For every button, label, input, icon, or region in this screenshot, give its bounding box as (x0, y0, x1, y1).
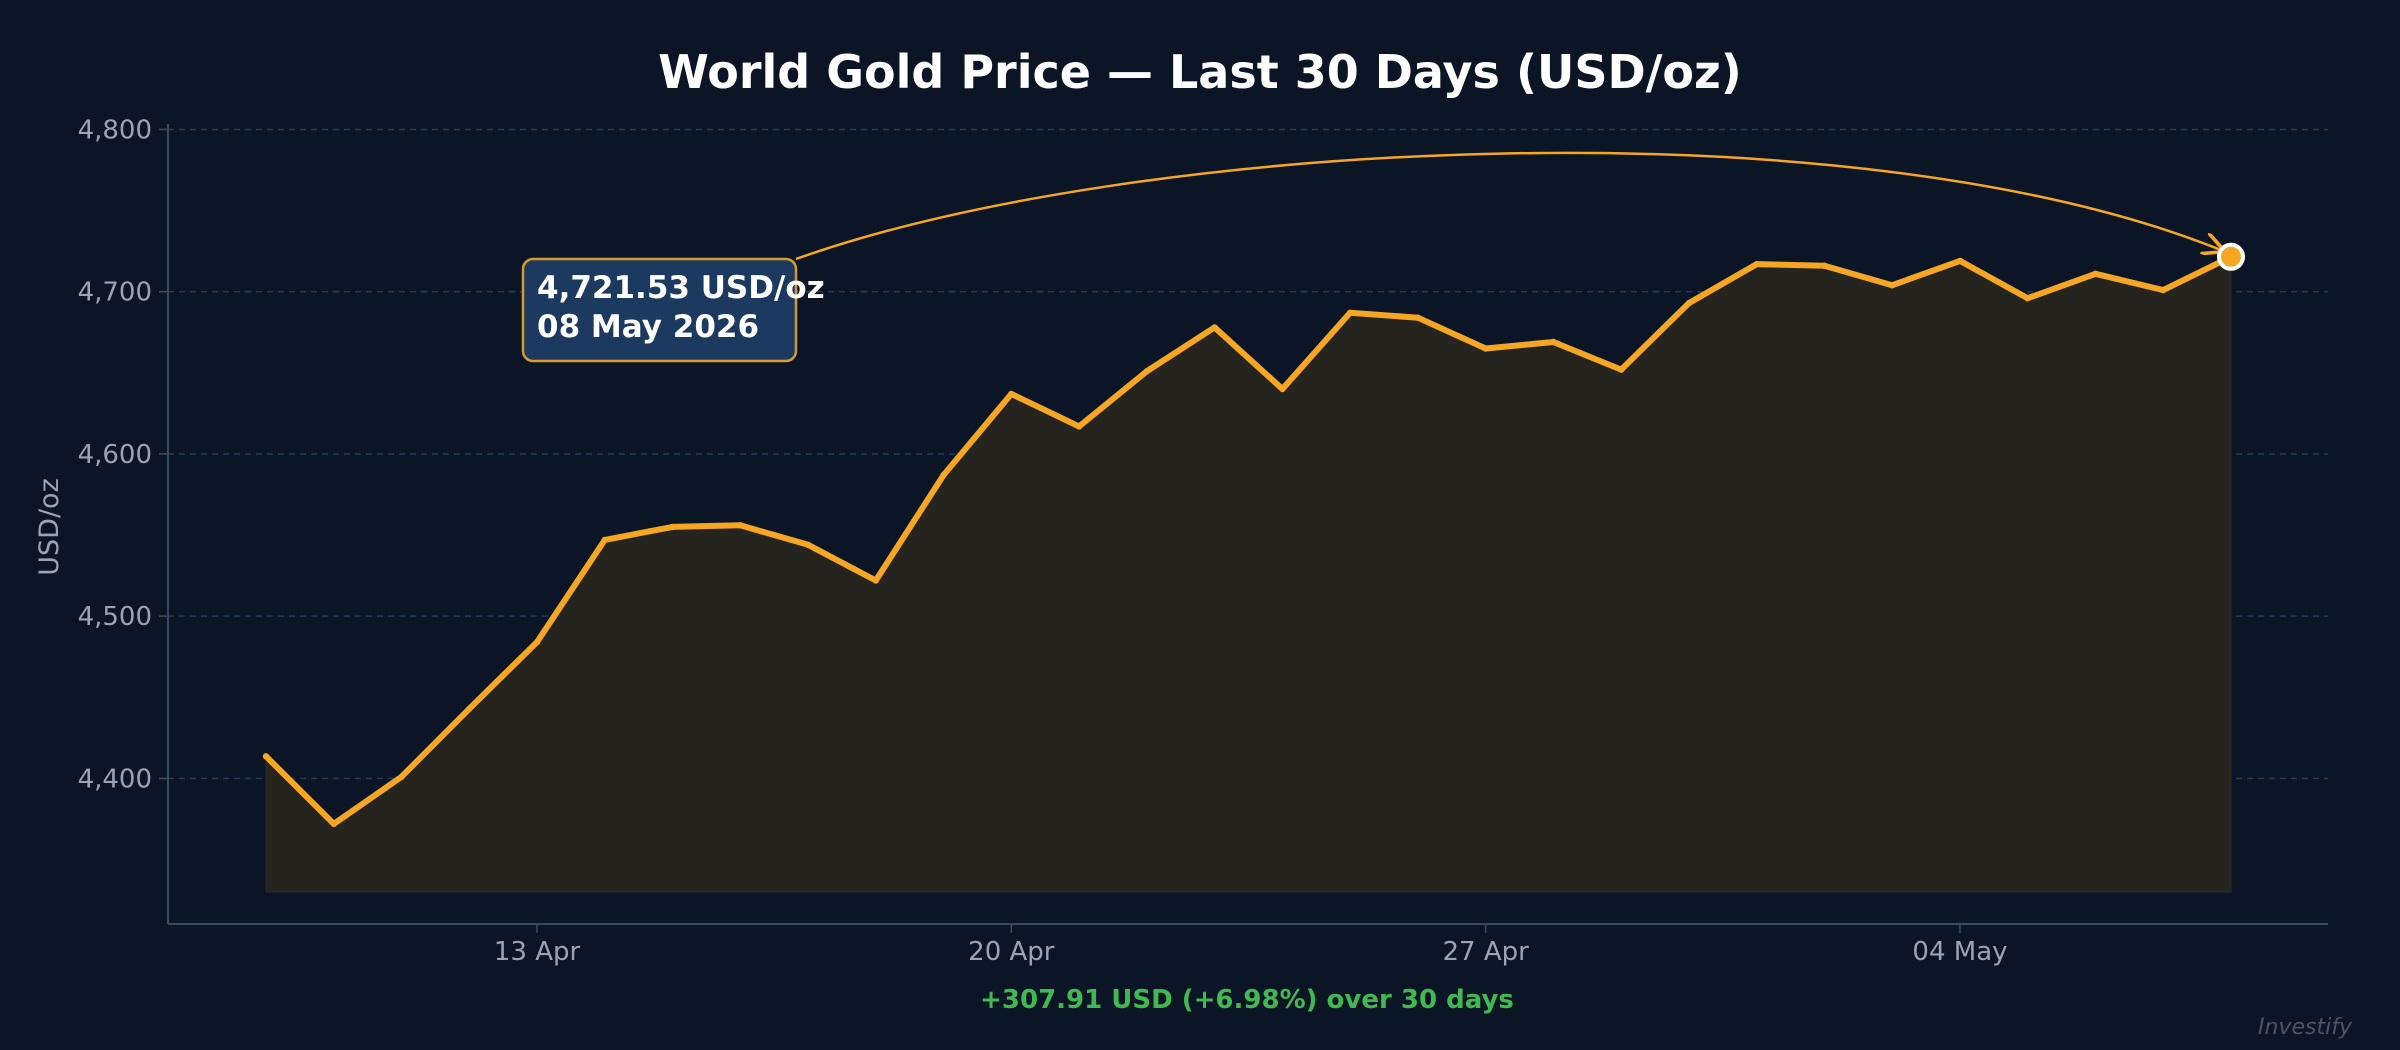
data-point (1821, 262, 1828, 269)
y-tick-label: 4,500 (78, 602, 152, 632)
data-point (1279, 385, 1286, 393)
change-summary: +307.91 USD (+6.98%) over 30 days (980, 985, 1514, 1015)
callout-date: 08 May 2026 (537, 309, 759, 345)
y-tick-label: 4,800 (78, 115, 152, 145)
data-point (940, 471, 947, 479)
data-point (1075, 423, 1083, 430)
y-tick-label: 4,700 (78, 278, 152, 308)
data-point (1889, 282, 1896, 289)
data-point (1956, 257, 1964, 265)
data-point (1211, 324, 1218, 331)
data-point (1346, 309, 1354, 316)
y-tick-labels: 4,400 4,500 4,600 4,700 4,800 (78, 115, 152, 794)
y-tick-label: 4,400 (78, 764, 152, 794)
x-tick-label: 04 May (1912, 937, 2007, 967)
chart-title: World Gold Price — Last 30 Days (USD/oz) (658, 45, 1742, 99)
data-point (601, 536, 608, 544)
data-point (1143, 368, 1151, 375)
data-point (737, 522, 744, 529)
latest-price-annotation: 4,721.53 USD/oz 08 May 2026 (521, 151, 2245, 363)
watermark: Investify (2258, 1015, 2353, 1040)
data-point (1008, 390, 1015, 398)
price-line-group (262, 253, 2235, 828)
annotation-arrow (795, 151, 2223, 261)
price-line (263, 253, 2234, 827)
data-point (262, 753, 270, 760)
data-point (533, 638, 541, 646)
price-callout-box (521, 257, 798, 363)
data-point (804, 541, 812, 548)
x-tick-label: 20 Apr (968, 937, 1055, 967)
axes (167, 124, 2328, 925)
x-tick-label: 27 Apr (1442, 937, 1529, 967)
data-point (2024, 295, 2031, 302)
y-tick-label: 4,600 (78, 440, 152, 470)
latest-price-point (2217, 242, 2245, 271)
data-point (330, 820, 337, 828)
x-tick-label: 13 Apr (494, 937, 581, 967)
data-point (2092, 270, 2099, 277)
data-point (1753, 260, 1760, 268)
data-point (872, 577, 879, 584)
data-point (1618, 366, 1625, 373)
data-point (466, 705, 473, 712)
data-point (1482, 345, 1489, 352)
callout-price: 4,721.53 USD/oz (537, 270, 825, 306)
data-point (2160, 286, 2167, 294)
data-point (669, 523, 676, 531)
x-tick-labels: 13 Apr 20 Apr 27 Apr 04 May (494, 924, 2008, 967)
y-axis-label: USD/oz (34, 478, 65, 575)
data-point (398, 773, 405, 780)
data-point (1550, 338, 1557, 346)
data-point (1685, 299, 1693, 307)
data-point (1414, 314, 1422, 321)
